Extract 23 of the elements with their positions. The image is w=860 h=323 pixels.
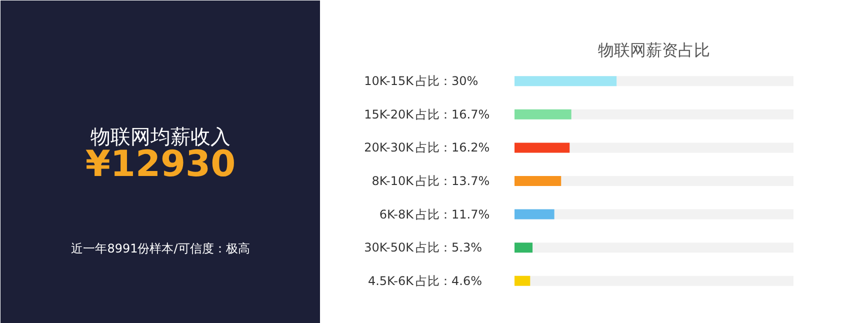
y-tick-label: 6K-8K <box>379 207 415 222</box>
bar <box>514 242 533 253</box>
bar <box>514 109 572 120</box>
y-tick-label: 8K-10K <box>372 174 415 188</box>
y-tick-label: 10K-15K <box>364 74 415 88</box>
y-tick-label: 30K-50K <box>364 240 415 255</box>
bar <box>514 176 562 186</box>
y-tick-label: 20K-30K <box>364 140 415 155</box>
chart-title: 物联网薪资占比 <box>598 40 710 60</box>
bar <box>514 276 530 286</box>
y-tick-label: 4.5K-6K <box>368 274 415 288</box>
bar <box>514 142 570 153</box>
bar <box>514 209 554 220</box>
data-label: 占比：4.6% <box>416 274 482 288</box>
data-label: 占比：13.7% <box>416 174 490 188</box>
data-label: 占比：30% <box>416 74 478 88</box>
text: 近一年8991份样本/可信度：极高 <box>71 242 250 256</box>
y-tick-label: 15K-20K <box>364 107 415 122</box>
data-label: 占比：16.7% <box>416 107 490 122</box>
data-label: 占比：11.7% <box>416 207 490 222</box>
text: 物联网均薪收入 <box>90 124 230 149</box>
data-label: 占比：16.2% <box>416 140 490 155</box>
data-label: 占比：5.3% <box>416 240 482 255</box>
